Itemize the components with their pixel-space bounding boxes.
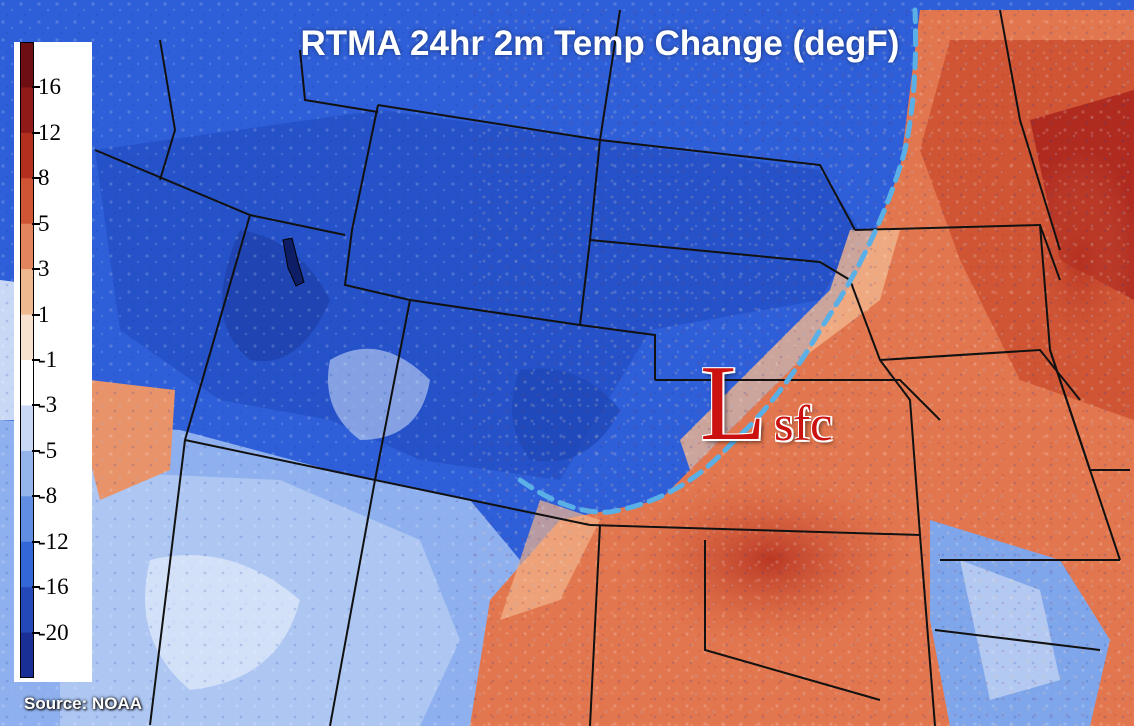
color-legend-swatch (20, 360, 34, 406)
color-legend-label: -16 (38, 574, 69, 600)
color-legend-swatch (20, 132, 34, 179)
color-legend-swatch (20, 496, 34, 543)
color-legend-swatch (20, 87, 34, 134)
color-legend-swatch (20, 450, 34, 497)
color-legend-tick (32, 222, 40, 225)
color-legend-tick (32, 586, 40, 589)
color-legend-tick (32, 86, 40, 89)
color-legend-tick (32, 268, 40, 271)
color-legend: 16 12 8 5 3 1 -1 -3 -5 -8 -12 -16 -20 (14, 42, 92, 682)
color-legend-tick (32, 404, 40, 407)
color-legend-swatch (20, 269, 34, 316)
great-salt-lake (282, 237, 305, 287)
state-boundaries (94, 9, 1130, 726)
color-legend-label: 8 (38, 165, 50, 191)
color-legend-swatch (20, 541, 34, 588)
color-legend-label: 3 (38, 256, 50, 282)
color-legend-tick (32, 449, 40, 452)
color-legend-swatch (20, 405, 34, 452)
color-legend-swatch (20, 314, 34, 361)
color-legend-tick (32, 540, 40, 543)
color-legend-tick (32, 495, 40, 498)
color-legend-swatch (20, 42, 34, 88)
color-legend-label: -20 (38, 619, 69, 645)
color-legend-label: 1 (38, 301, 50, 327)
color-legend-swatch (20, 587, 34, 634)
color-legend-swatch (20, 632, 34, 678)
map-title: RTMA 24hr 2m Temp Change (degF) (300, 24, 900, 63)
source-credit: Source: NOAA (24, 694, 143, 713)
color-legend-label: 5 (38, 210, 50, 236)
color-legend-label: -3 (38, 392, 58, 418)
low-pressure-symbol: L (700, 344, 766, 463)
color-legend-label: 16 (38, 74, 61, 100)
color-legend-label: -12 (38, 528, 69, 554)
surface-low-label: L sfc (700, 350, 870, 460)
color-legend-tick (32, 131, 40, 134)
color-legend-label: -8 (38, 483, 58, 509)
color-legend-label: -5 (38, 437, 58, 463)
color-legend-tick (32, 631, 40, 634)
color-legend-label: 12 (38, 119, 61, 145)
color-legend-tick (32, 313, 40, 316)
color-legend-swatch (20, 178, 34, 225)
low-pressure-suffix: sfc (774, 395, 833, 451)
color-legend-swatch (20, 223, 34, 270)
color-legend-tick (32, 177, 40, 180)
color-legend-strip (20, 42, 34, 678)
color-legend-tick (32, 359, 40, 361)
cold-front-boundary (517, 7, 919, 515)
color-legend-label: -1 (38, 347, 58, 372)
